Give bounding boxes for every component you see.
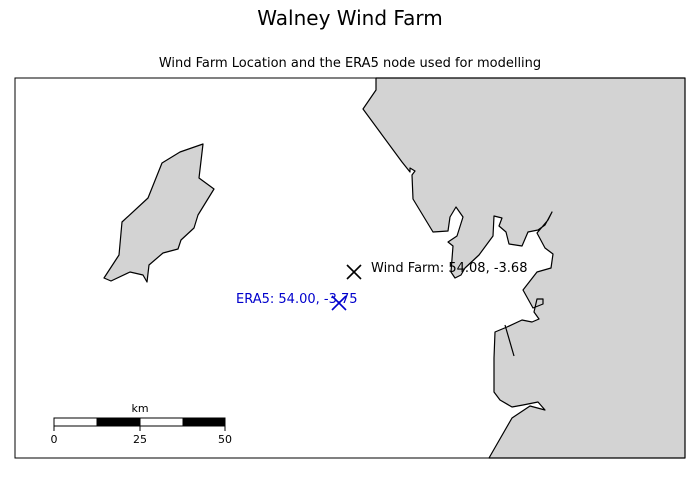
scale-tick-label: 50 [218, 433, 232, 446]
scale-segment [97, 418, 140, 426]
scale-tick-label: 25 [133, 433, 147, 446]
scale-segment [183, 418, 225, 426]
era5-node-label: ERA5: 54.00, -3.75 [236, 292, 358, 307]
scale-tick-label: 0 [51, 433, 58, 446]
wind-farm-label: Wind Farm: 54.08, -3.68 [371, 261, 527, 276]
scale-bar-unit: km [131, 402, 148, 415]
scale-segment [54, 418, 97, 426]
scale-segment [140, 418, 183, 426]
